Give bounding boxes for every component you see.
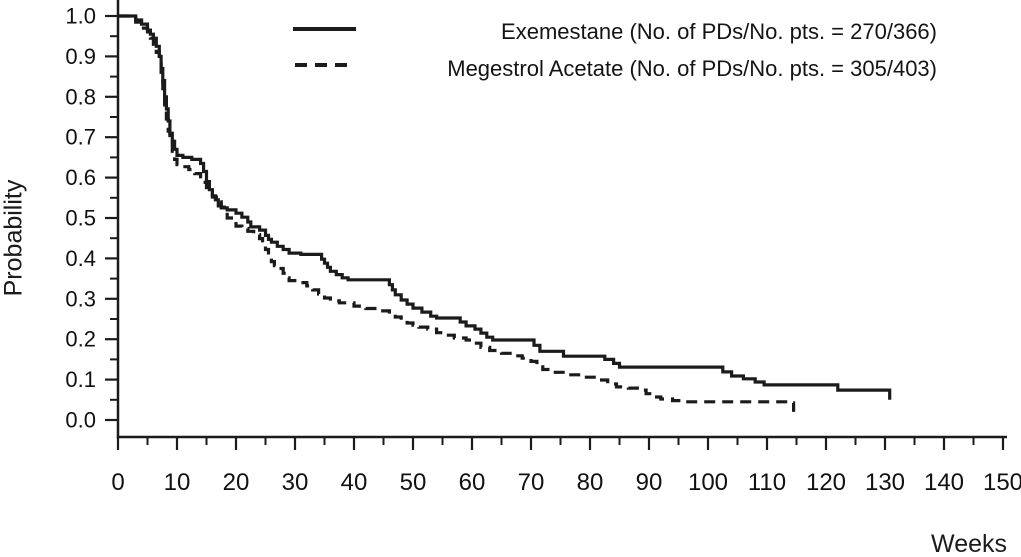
legend-label-megestrol-acetate: Megestrol Acetate (No. of PDs/No. pts. =… [447,56,937,81]
x-tick-label: 0 [111,469,124,496]
x-tick-label: 130 [865,469,905,496]
y-tick-label: 0.0 [65,408,96,433]
dash-segment [315,63,327,67]
exemestane-curve [118,14,892,400]
y-tick-label: 0.1 [65,367,96,392]
dash-segment [335,63,347,67]
y-tick-label: 0.2 [65,327,96,352]
y-tick-label: 0.5 [65,206,96,231]
legend-label-exemestane: Exemestane (No. of PDs/No. pts. = 270/36… [501,19,937,44]
y-tick-label: 0.3 [65,286,96,311]
y-tick-label: 1.0 [65,4,96,29]
x-tick-label: 110 [748,469,786,496]
y-tick-label: 0.7 [65,125,96,150]
x-tick-label: 90 [636,469,663,496]
x-tick-label: 100 [688,469,728,496]
y-tick-label: 0.6 [65,165,96,190]
x-tick-label: 50 [400,469,427,496]
x-tick-label: 10 [164,469,191,496]
x-tick-label: 40 [341,469,368,496]
megestrol-acetate-curve [118,14,796,412]
y-tick-label: 0.4 [65,246,96,271]
x-tick-label: 80 [577,469,604,496]
x-tick-label: 20 [223,469,250,496]
legend-dashed-line-sample [295,63,355,67]
x-axis-title: Weeks [931,530,1007,557]
y-tick-label: 0.9 [65,44,96,69]
x-tick-label: 150 [983,469,1021,496]
dash-segment [295,63,307,67]
y-tick-label: 0.8 [65,84,96,109]
x-tick-label: 120 [806,469,846,496]
x-tick-label: 60 [459,469,486,496]
x-tick-label: 30 [282,469,309,496]
y-axis-title: Probability [0,179,28,297]
x-tick-label: 70 [518,469,545,496]
x-tick-label: 140 [924,469,964,496]
legend-solid-line-sample [293,27,356,31]
